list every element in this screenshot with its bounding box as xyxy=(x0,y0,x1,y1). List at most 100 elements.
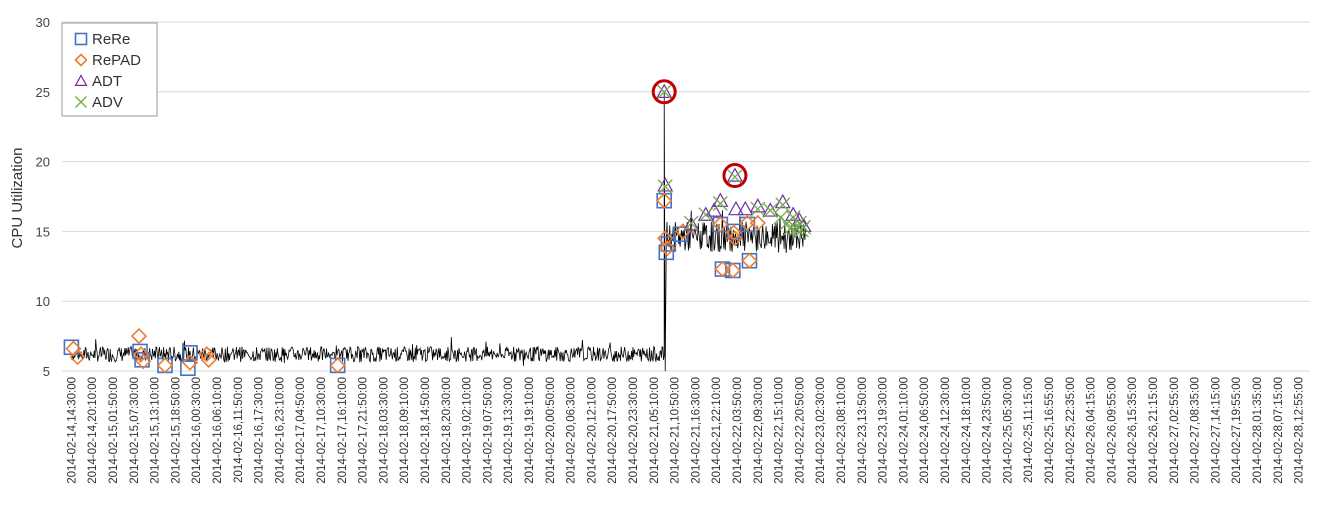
circled-anomalies xyxy=(651,79,748,189)
x-tick-label: 2014-02-19,13:30:00 xyxy=(503,377,515,484)
x-tick-label: 2014-02-17,16:10:00 xyxy=(337,377,349,484)
x-tick-label: 2014-02-22,09:30:00 xyxy=(753,377,765,484)
y-tick-label: 15 xyxy=(36,224,50,239)
x-tick-label: 2014-02-27,08:35:00 xyxy=(1190,377,1202,484)
x-tick-label: 2014-02-22,20:50:00 xyxy=(794,377,806,484)
adt-marker xyxy=(683,216,700,231)
x-tick-label: 2014-02-15,18:50:00 xyxy=(170,377,182,484)
x-tick-label: 2014-02-17,04:50:00 xyxy=(295,377,307,484)
x-tick-label: 2014-02-19,19:10:00 xyxy=(524,377,536,484)
x-tick-label: 2014-02-18,03:30:00 xyxy=(378,377,390,484)
anomaly-circle xyxy=(722,163,748,189)
x-tick-label: 2014-02-16,11:50:00 xyxy=(233,377,245,483)
x-tick-label: 2014-02-21,10:50:00 xyxy=(670,377,682,484)
x-axis-ticks: 2014-02-14,14:30:00 2014-02-14,20:10:00 20… xyxy=(66,377,1305,484)
x-tick-label: 2014-02-24,18:10:00 xyxy=(961,377,973,484)
x-tick-label: 2014-02-14,14:30:00 xyxy=(66,377,78,484)
adv-marker xyxy=(683,215,699,231)
rere-marker xyxy=(74,32,88,46)
x-tick-label: 2014-02-16,17:30:00 xyxy=(254,377,266,484)
x-tick-label: 2014-02-25,16:55:00 xyxy=(1044,377,1056,484)
x-tick-label: 2014-02-21,05:10:00 xyxy=(649,377,661,484)
y-tick-label: 20 xyxy=(36,155,50,170)
x-tick-label: 2014-02-18,09:10:00 xyxy=(399,377,411,484)
adv-marker xyxy=(698,207,714,223)
legend-label: ADT xyxy=(92,73,122,90)
y-axis-ticks: 5 10 15 20 25 30 xyxy=(36,15,50,379)
anomaly-markers xyxy=(63,83,812,377)
x-tick-label: 2014-02-16,23:10:00 xyxy=(274,377,286,484)
x-tick-label: 2014-02-24,01:10:00 xyxy=(898,377,910,484)
x-tick-label: 2014-02-15,01:50:00 xyxy=(108,377,120,484)
x-tick-label: 2014-02-24,23:50:00 xyxy=(982,377,994,484)
y-tick-label: 25 xyxy=(36,85,50,100)
adt-marker xyxy=(762,202,779,217)
repad-marker xyxy=(741,252,758,269)
repad-marker xyxy=(65,340,82,357)
repad-marker xyxy=(724,262,741,279)
x-tick-label: 2014-02-20,23:30:00 xyxy=(628,377,640,484)
x-tick-label: 2014-02-25,05:30:00 xyxy=(1002,377,1014,484)
legend-box xyxy=(61,22,158,117)
y-axis-label: CPU Utilization xyxy=(9,148,26,249)
adt-marker xyxy=(697,206,714,221)
repad-marker xyxy=(200,351,217,368)
adv-marker xyxy=(656,84,672,100)
x-tick-label: 2014-02-26,04:15:00 xyxy=(1086,377,1098,484)
x-tick-label: 2014-02-28,01:35:00 xyxy=(1252,377,1264,484)
x-tick-label: 2014-02-21,22:10:00 xyxy=(711,377,723,484)
y-tick-label: 5 xyxy=(43,364,50,379)
repad-marker xyxy=(329,357,346,374)
adv-marker xyxy=(75,96,87,108)
legend-label: ReRe xyxy=(92,31,130,48)
cpu-line xyxy=(71,91,806,372)
x-tick-label: 2014-02-20,17:50:00 xyxy=(607,377,619,484)
repad-marker xyxy=(130,327,148,345)
x-tick-label: 2014-02-22,15:10:00 xyxy=(774,377,786,484)
legend: ReRe RePAD ADT ADV xyxy=(61,22,158,117)
repad-marker xyxy=(725,224,743,241)
rere-marker xyxy=(741,252,758,269)
x-tick-label: 2014-02-27,14:15:00 xyxy=(1210,377,1222,484)
repad-marker xyxy=(714,260,731,278)
x-tick-label: 2014-02-18,20:30:00 xyxy=(441,377,453,484)
x-tick-label: 2014-02-21,16:30:00 xyxy=(690,377,702,484)
anomaly-circle xyxy=(651,79,677,105)
x-tick-label: 2014-02-17,10:30:00 xyxy=(316,377,328,484)
repad-marker xyxy=(659,240,676,257)
legend-label: RePAD xyxy=(92,52,141,69)
x-tick-label: 2014-02-27,02:55:00 xyxy=(1169,377,1181,484)
adt-marker xyxy=(737,200,754,216)
x-tick-label: 2014-02-23,08:10:00 xyxy=(836,377,848,484)
x-tick-label: 2014-02-28,12:55:00 xyxy=(1294,377,1306,484)
x-tick-label: 2014-02-26,15:35:00 xyxy=(1127,377,1139,484)
repad-marker xyxy=(656,192,673,209)
x-tick-label: 2014-02-18,14:50:00 xyxy=(420,377,432,484)
x-tick-label: 2014-02-20,06:30:00 xyxy=(566,377,578,484)
legend-label: ADV xyxy=(92,94,123,111)
adt-marker xyxy=(726,167,743,182)
adv-marker xyxy=(762,203,778,218)
adv-marker xyxy=(712,196,728,211)
adv-marker xyxy=(750,201,766,217)
repad-marker xyxy=(657,230,674,247)
adt-marker xyxy=(657,177,674,192)
adt-marker xyxy=(656,83,673,98)
repad-marker xyxy=(181,354,199,371)
x-tick-label: 2014-02-26,09:55:00 xyxy=(1106,377,1118,484)
rere-marker xyxy=(739,216,756,233)
repad-marker xyxy=(749,214,766,232)
x-tick-label: 2014-02-20,12:10:00 xyxy=(586,377,598,484)
x-tick-label: 2014-02-28,07:15:00 xyxy=(1273,377,1285,484)
x-tick-label: 2014-02-16,00:30:00 xyxy=(191,377,203,484)
x-tick-label: 2014-02-25,11:15:00 xyxy=(1023,377,1035,483)
y-tick-label: 10 xyxy=(36,294,50,309)
repad-marker xyxy=(674,223,692,240)
x-tick-label: 2014-02-19,07:50:00 xyxy=(482,377,494,484)
x-tick-label: 2014-02-27,19:55:00 xyxy=(1231,377,1243,484)
x-tick-label: 2014-02-14,20:10:00 xyxy=(87,377,99,484)
rere-marker xyxy=(712,216,729,233)
repad-marker xyxy=(132,346,150,363)
x-tick-label: 2014-02-16,06:10:00 xyxy=(212,377,224,484)
x-tick-label: 2014-02-23,02:30:00 xyxy=(815,377,827,484)
